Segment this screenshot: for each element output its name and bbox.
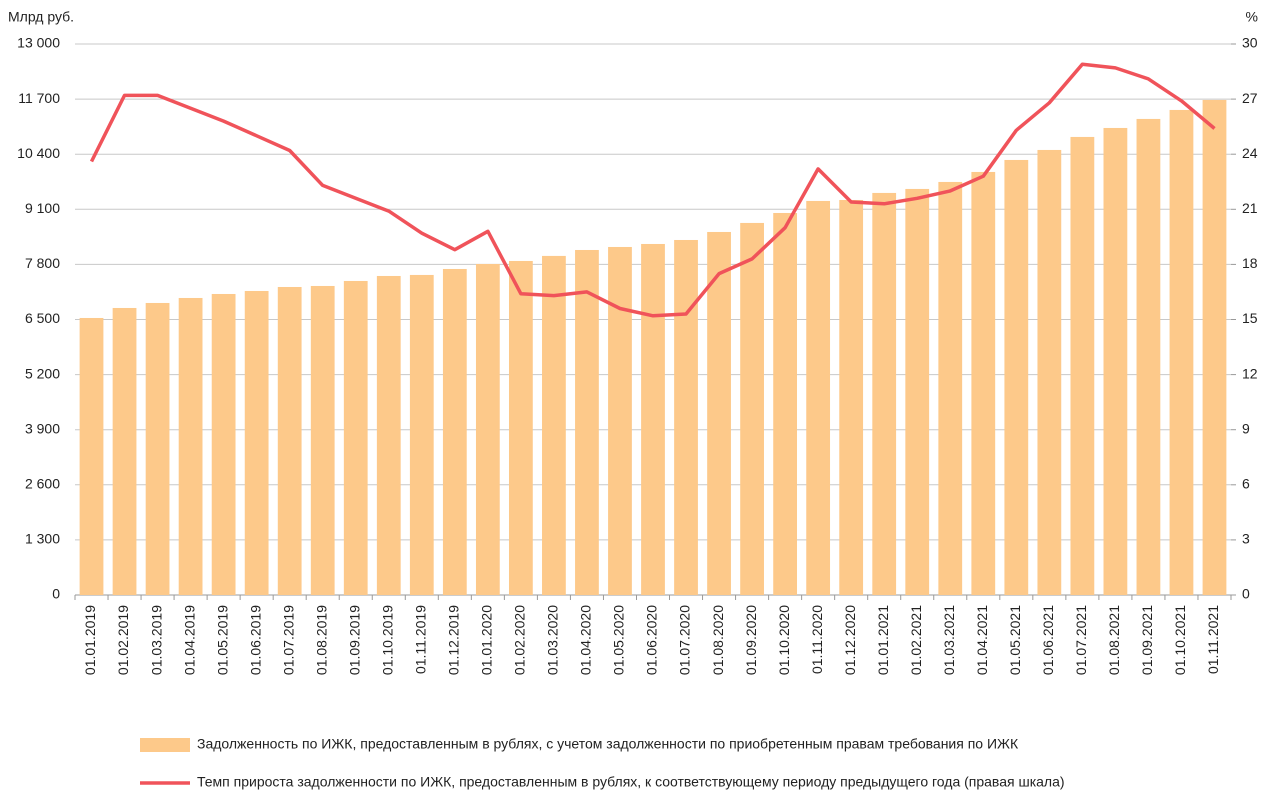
x-tick-label: 01.08.2019 bbox=[313, 605, 329, 675]
x-tick-label: 01.10.2019 bbox=[379, 605, 395, 675]
y2-tick-label: 18 bbox=[1242, 255, 1258, 271]
y2-tick-label: 24 bbox=[1242, 145, 1258, 161]
bar bbox=[806, 200, 831, 595]
x-tick-label: 01.02.2021 bbox=[908, 605, 924, 675]
bar bbox=[409, 274, 434, 595]
y-axis-label: Млрд руб. bbox=[8, 9, 74, 25]
x-tick-label: 01.11.2019 bbox=[413, 605, 429, 674]
x-tick-label: 01.04.2020 bbox=[578, 605, 594, 675]
bar bbox=[475, 263, 500, 595]
y-tick-label: 1 300 bbox=[25, 531, 60, 547]
y2-tick-label: 3 bbox=[1242, 531, 1250, 547]
y-tick-label: 9 100 bbox=[25, 200, 60, 216]
x-tick-label: 01.04.2019 bbox=[181, 605, 197, 675]
y2-tick-label: 15 bbox=[1242, 310, 1258, 326]
bar bbox=[310, 285, 335, 595]
y-tick-label: 3 900 bbox=[25, 420, 60, 436]
bar bbox=[1103, 127, 1128, 595]
x-tick-label: 01.06.2019 bbox=[247, 605, 263, 675]
y2-tick-label: 30 bbox=[1242, 35, 1258, 51]
bar bbox=[773, 212, 798, 595]
x-tick-label: 01.11.2020 bbox=[809, 605, 825, 674]
y2-tick-label: 6 bbox=[1242, 476, 1250, 492]
x-tick-label: 01.08.2020 bbox=[710, 605, 726, 675]
y-tick-label: 13 000 bbox=[17, 35, 60, 51]
bar bbox=[707, 231, 731, 595]
bar bbox=[244, 290, 269, 595]
x-tick-label: 01.03.2019 bbox=[148, 605, 164, 675]
y-tick-label: 2 600 bbox=[25, 476, 60, 492]
bar bbox=[905, 188, 930, 595]
y2-tick-label: 0 bbox=[1242, 586, 1250, 602]
x-tick-label: 01.04.2021 bbox=[974, 605, 990, 675]
y2-tick-label: 12 bbox=[1242, 365, 1258, 381]
y-tick-label: 6 500 bbox=[25, 310, 60, 326]
bar bbox=[1004, 159, 1029, 596]
x-tick-label: 01.06.2020 bbox=[644, 605, 660, 675]
bar bbox=[872, 192, 897, 595]
bar bbox=[938, 181, 963, 596]
bar bbox=[1202, 99, 1227, 595]
x-tick-label: 01.02.2020 bbox=[512, 605, 528, 675]
bar bbox=[1169, 109, 1194, 595]
x-tick-label: 01.05.2019 bbox=[214, 605, 230, 675]
x-tick-label: 01.08.2021 bbox=[1106, 605, 1122, 675]
x-tick-label: 01.05.2020 bbox=[611, 605, 627, 675]
legend-swatch bbox=[140, 738, 190, 752]
x-tick-label: 01.10.2021 bbox=[1172, 605, 1188, 675]
x-tick-label: 01.01.2019 bbox=[82, 605, 98, 675]
bar bbox=[343, 280, 368, 595]
y-tick-label: 0 bbox=[52, 586, 60, 602]
x-tick-label: 01.05.2021 bbox=[1007, 605, 1023, 675]
y-tick-label: 7 800 bbox=[25, 255, 60, 271]
x-tick-label: 01.09.2019 bbox=[346, 605, 362, 675]
x-tick-label: 01.12.2020 bbox=[842, 605, 858, 675]
x-tick-label: 01.02.2019 bbox=[115, 605, 131, 675]
bar bbox=[608, 246, 632, 595]
bar bbox=[178, 297, 203, 595]
y2-tick-label: 9 bbox=[1242, 420, 1250, 436]
y-tick-label: 5 200 bbox=[25, 365, 60, 381]
y-tick-label: 11 700 bbox=[18, 90, 60, 106]
bar bbox=[145, 302, 170, 595]
x-tick-label: 01.10.2020 bbox=[776, 605, 792, 675]
bar bbox=[277, 286, 302, 595]
legend-label: Темп прироста задолженности по ИЖК, пред… bbox=[197, 774, 1065, 790]
line bbox=[89, 62, 1216, 318]
legend-label: Задолженность по ИЖК, предоставленным в … bbox=[197, 736, 1019, 752]
bar bbox=[79, 317, 104, 595]
x-tick-label: 01.09.2021 bbox=[1139, 605, 1155, 675]
x-tick-label: 01.09.2020 bbox=[743, 605, 759, 675]
x-tick-label: 01.03.2020 bbox=[545, 605, 561, 675]
x-tick-label: 01.07.2021 bbox=[1073, 605, 1089, 675]
y-tick-label: 10 400 bbox=[17, 145, 60, 161]
x-tick-label: 01.01.2021 bbox=[875, 605, 891, 675]
y2-tick-label: 27 bbox=[1242, 90, 1258, 106]
bar bbox=[542, 255, 566, 595]
bar bbox=[442, 268, 467, 595]
bar bbox=[575, 249, 599, 595]
x-tick-label: 01.12.2019 bbox=[446, 605, 462, 675]
bar bbox=[508, 260, 533, 595]
x-tick-label: 01.11.2021 bbox=[1205, 605, 1221, 674]
bar bbox=[674, 239, 698, 596]
bar bbox=[971, 171, 996, 595]
y2-tick-label: 21 bbox=[1242, 200, 1258, 216]
x-tick-label: 01.07.2020 bbox=[677, 605, 693, 675]
bar bbox=[1070, 136, 1095, 595]
bar bbox=[740, 222, 764, 595]
bar bbox=[641, 243, 665, 595]
bar bbox=[1136, 118, 1161, 595]
x-tick-label: 01.01.2020 bbox=[479, 605, 495, 675]
bar bbox=[1037, 149, 1062, 595]
bar bbox=[211, 293, 236, 595]
bar bbox=[839, 199, 864, 595]
x-tick-label: 01.07.2019 bbox=[280, 605, 296, 675]
x-tick-label: 01.06.2021 bbox=[1040, 605, 1056, 675]
bar bbox=[376, 275, 401, 595]
bar bbox=[112, 307, 137, 595]
y2-axis-label: % bbox=[1246, 9, 1258, 25]
x-tick-label: 01.03.2021 bbox=[941, 605, 957, 675]
